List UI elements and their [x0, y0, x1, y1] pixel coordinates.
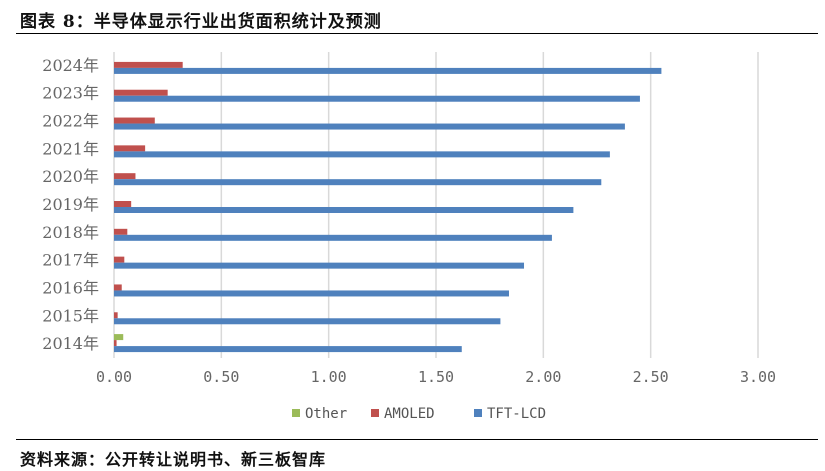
legend-swatch-amoled	[371, 409, 379, 417]
x-tick-label: 3.00	[740, 368, 776, 386]
bar-tft-lcd	[114, 207, 574, 213]
y-category-label: 2019年	[42, 195, 99, 214]
x-tick-label: 2.00	[525, 368, 561, 386]
bar-tft-lcd	[114, 67, 662, 74]
x-tick-label: 0.00	[96, 368, 132, 386]
legend-swatch-tft-lcd	[474, 409, 482, 417]
bar-amoled	[114, 89, 168, 96]
y-category-label: 2014年	[42, 334, 99, 353]
y-category-label: 2024年	[42, 56, 99, 75]
source-note: 资料来源：公开转让说明书、新三板智库	[20, 450, 327, 469]
y-category-label: 2021年	[42, 139, 99, 158]
bar-other	[114, 334, 124, 341]
bar-amoled	[114, 312, 118, 319]
bar-amoled	[114, 201, 132, 207]
bar-amoled	[114, 284, 122, 291]
bar-tft-lcd	[114, 151, 610, 158]
bar-tft-lcd	[114, 234, 552, 241]
legend-label: AMOLED	[384, 406, 435, 422]
y-category-label: 2018年	[42, 223, 99, 242]
bar-amoled	[114, 256, 125, 263]
y-category-label: 2015年	[42, 306, 99, 325]
bar-tft-lcd	[114, 290, 509, 297]
legend-swatch-other	[292, 409, 300, 417]
y-category-label: 2016年	[42, 278, 99, 297]
bar-amoled	[114, 61, 183, 68]
bar-tft-lcd	[114, 179, 602, 186]
bar-tft-lcd	[114, 262, 525, 269]
bar-amoled	[114, 340, 117, 347]
y-category-label: 2022年	[42, 112, 99, 131]
legend-label: Other	[305, 406, 347, 422]
x-tick-label: 2.50	[633, 368, 669, 386]
y-category-label: 2023年	[42, 84, 99, 103]
legend-label: TFT-LCD	[487, 406, 546, 422]
y-category-label: 2020年	[42, 167, 99, 186]
x-tick-label: 1.50	[418, 368, 454, 386]
figure-title: 图表 8：半导体显示行业出货面积统计及预测	[20, 12, 382, 32]
x-tick-label: 0.50	[203, 368, 239, 386]
bar-amoled	[114, 173, 136, 180]
bar-amoled	[114, 117, 155, 124]
x-tick-label: 1.00	[311, 368, 347, 386]
bar-amoled	[114, 145, 146, 152]
bar-amoled	[114, 228, 128, 235]
title-rule	[16, 33, 818, 34]
bar-tft-lcd	[114, 346, 462, 353]
source-rule	[16, 439, 818, 440]
bar-tft-lcd	[114, 95, 640, 102]
bar-tft-lcd	[114, 318, 501, 325]
bar-tft-lcd	[114, 123, 625, 130]
y-category-label: 2017年	[42, 251, 99, 270]
